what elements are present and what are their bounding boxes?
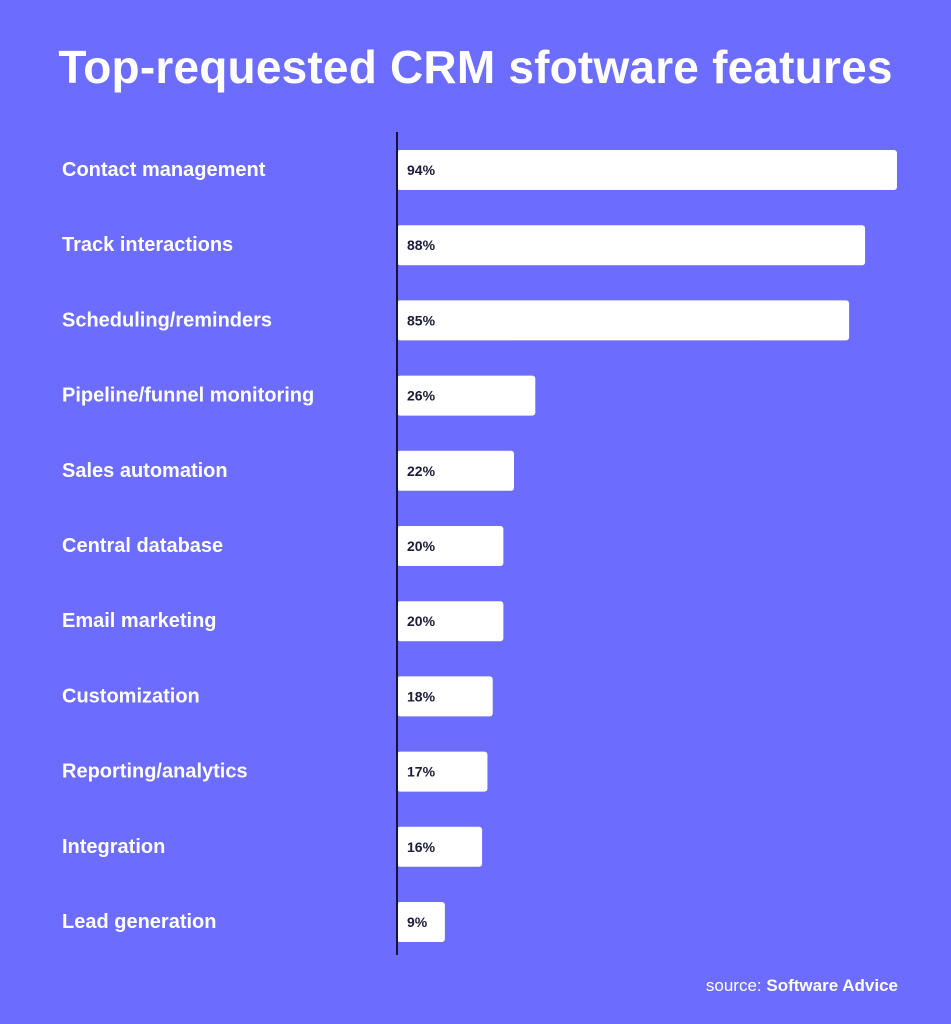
bars-layer: Contact management 94% Track interactions 8…: [62, 150, 897, 942]
data-label: 88%: [407, 237, 436, 253]
bar: [397, 902, 445, 942]
data-label: 20%: [407, 613, 436, 629]
category-label: Lead generation: [62, 911, 216, 933]
bar: [397, 751, 488, 792]
data-label: 16%: [407, 839, 436, 855]
data-label: 94%: [407, 162, 436, 178]
category-label: Scheduling/reminders: [62, 309, 272, 331]
bar: [397, 601, 504, 642]
data-label: 18%: [407, 688, 436, 704]
source-prefix: source:: [705, 976, 762, 995]
category-label: Central database: [62, 535, 223, 557]
bar: [397, 450, 515, 491]
category-label: Reporting/analytics: [62, 761, 248, 783]
category-label: Integration: [62, 836, 165, 858]
category-label: Email marketing: [62, 610, 217, 632]
category-label: Pipeline/funnel monitoring: [62, 385, 314, 407]
data-label: 20%: [407, 538, 436, 554]
bar: [397, 225, 866, 266]
source-name: Software Advice: [766, 976, 898, 995]
bar: [397, 375, 536, 416]
data-label: 26%: [407, 388, 436, 404]
data-label: 9%: [407, 914, 428, 930]
data-label: 17%: [407, 764, 436, 780]
data-label: 85%: [407, 312, 436, 328]
bar: [397, 526, 504, 566]
category-label: Sales automation: [62, 460, 228, 482]
bar: [397, 676, 493, 717]
bar: [397, 300, 850, 341]
bar: [397, 826, 483, 867]
category-label: Track interactions: [62, 234, 233, 256]
bar: [397, 150, 897, 190]
category-label: Customization: [62, 685, 200, 707]
data-label: 22%: [407, 463, 436, 479]
category-label: Contact management: [62, 159, 266, 181]
source-credit: source: Software Advice: [706, 976, 898, 996]
chart-title: Top-requested CRM sfotware features: [58, 41, 893, 93]
